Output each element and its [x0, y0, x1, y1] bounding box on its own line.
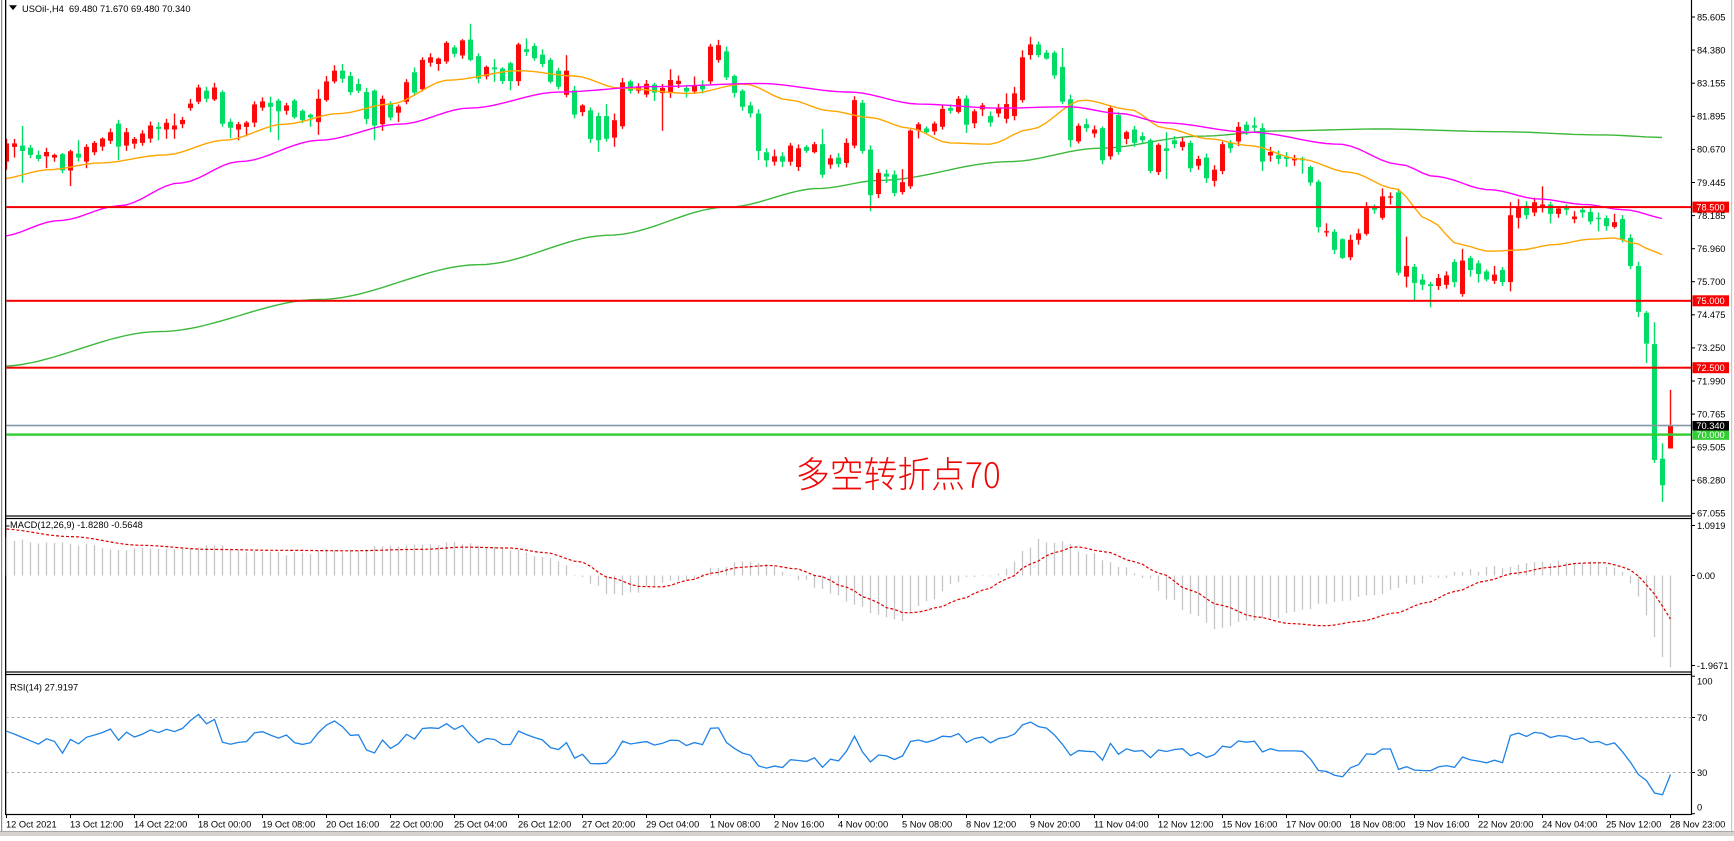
svg-text:19 Oct 08:00: 19 Oct 08:00	[262, 820, 315, 830]
svg-text:18 Nov 08:00: 18 Nov 08:00	[1350, 820, 1405, 830]
svg-text:0.00: 0.00	[1697, 571, 1715, 581]
svg-text:-1.9671: -1.9671	[1697, 661, 1729, 671]
svg-text:RSI(14) 27.9197: RSI(14) 27.9197	[10, 683, 78, 693]
svg-text:12 Nov 12:00: 12 Nov 12:00	[1158, 820, 1213, 830]
svg-text:70: 70	[1697, 713, 1707, 723]
svg-text:71.990: 71.990	[1697, 376, 1725, 386]
svg-text:78.500: 78.500	[1696, 203, 1724, 213]
svg-text:69.505: 69.505	[1697, 443, 1725, 453]
svg-text:67.055: 67.055	[1697, 509, 1725, 519]
svg-text:78.185: 78.185	[1697, 211, 1725, 221]
svg-text:85.605: 85.605	[1697, 12, 1725, 22]
svg-text:84.380: 84.380	[1697, 45, 1725, 55]
svg-text:25 Oct 04:00: 25 Oct 04:00	[454, 820, 507, 830]
svg-text:1 Nov 08:00: 1 Nov 08:00	[710, 820, 760, 830]
svg-text:29 Oct 04:00: 29 Oct 04:00	[646, 820, 699, 830]
svg-text:4 Nov 00:00: 4 Nov 00:00	[838, 820, 888, 830]
svg-text:2 Nov 16:00: 2 Nov 16:00	[774, 820, 824, 830]
svg-text:70.000: 70.000	[1696, 430, 1724, 440]
svg-text:76.960: 76.960	[1697, 244, 1725, 254]
svg-text:9 Nov 20:00: 9 Nov 20:00	[1030, 820, 1080, 830]
svg-text:30: 30	[1697, 768, 1707, 778]
svg-text:USOil-,H4 69.480 71.670 69.48: USOil-,H4 69.480 71.670 69.480 70.340	[22, 4, 191, 14]
svg-text:75.700: 75.700	[1697, 277, 1725, 287]
svg-text:26 Oct 12:00: 26 Oct 12:00	[518, 820, 571, 830]
svg-text:19 Nov 16:00: 19 Nov 16:00	[1414, 820, 1469, 830]
svg-text:11 Nov 04:00: 11 Nov 04:00	[1094, 820, 1149, 830]
svg-text:27 Oct 20:00: 27 Oct 20:00	[582, 820, 635, 830]
svg-text:15 Nov 16:00: 15 Nov 16:00	[1222, 820, 1277, 830]
svg-text:75.000: 75.000	[1696, 296, 1724, 306]
svg-text:14 Oct 22:00: 14 Oct 22:00	[134, 820, 187, 830]
svg-text:1.0919: 1.0919	[1697, 521, 1725, 531]
svg-text:68.280: 68.280	[1697, 476, 1725, 486]
svg-text:83.155: 83.155	[1697, 79, 1725, 89]
svg-text:20 Oct 16:00: 20 Oct 16:00	[326, 820, 379, 830]
svg-text:28 Nov 23:00: 28 Nov 23:00	[1670, 820, 1725, 830]
svg-text:73.250: 73.250	[1697, 343, 1725, 353]
svg-text:13 Oct 12:00: 13 Oct 12:00	[70, 820, 123, 830]
svg-text:81.895: 81.895	[1697, 112, 1725, 122]
svg-text:MACD(12,26,9) -1.8280 -0.5648: MACD(12,26,9) -1.8280 -0.5648	[10, 520, 143, 530]
svg-text:17 Nov 00:00: 17 Nov 00:00	[1286, 820, 1341, 830]
svg-text:70.765: 70.765	[1697, 409, 1725, 419]
svg-text:100: 100	[1697, 676, 1713, 686]
svg-text:18 Oct 00:00: 18 Oct 00:00	[198, 820, 251, 830]
svg-text:22 Oct 00:00: 22 Oct 00:00	[390, 820, 443, 830]
svg-text:24 Nov 04:00: 24 Nov 04:00	[1542, 820, 1597, 830]
svg-text:72.500: 72.500	[1696, 363, 1724, 373]
svg-text:8 Nov 12:00: 8 Nov 12:00	[966, 820, 1016, 830]
svg-text:5 Nov 08:00: 5 Nov 08:00	[902, 820, 952, 830]
svg-text:12 Oct 2021: 12 Oct 2021	[6, 820, 57, 830]
svg-text:74.475: 74.475	[1697, 310, 1725, 320]
svg-text:25 Nov 12:00: 25 Nov 12:00	[1606, 820, 1661, 830]
svg-text:70.340: 70.340	[1696, 421, 1724, 431]
svg-text:79.445: 79.445	[1697, 178, 1725, 188]
svg-text:80.670: 80.670	[1697, 145, 1725, 155]
svg-text:22 Nov 20:00: 22 Nov 20:00	[1478, 820, 1533, 830]
svg-text:0: 0	[1697, 803, 1702, 813]
